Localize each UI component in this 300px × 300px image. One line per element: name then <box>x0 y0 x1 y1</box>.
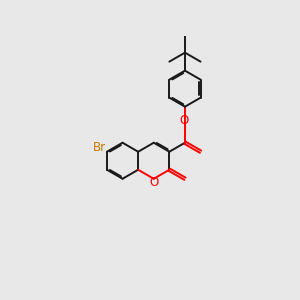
Text: Br: Br <box>93 141 106 154</box>
Text: O: O <box>179 114 188 127</box>
Text: O: O <box>150 176 159 189</box>
